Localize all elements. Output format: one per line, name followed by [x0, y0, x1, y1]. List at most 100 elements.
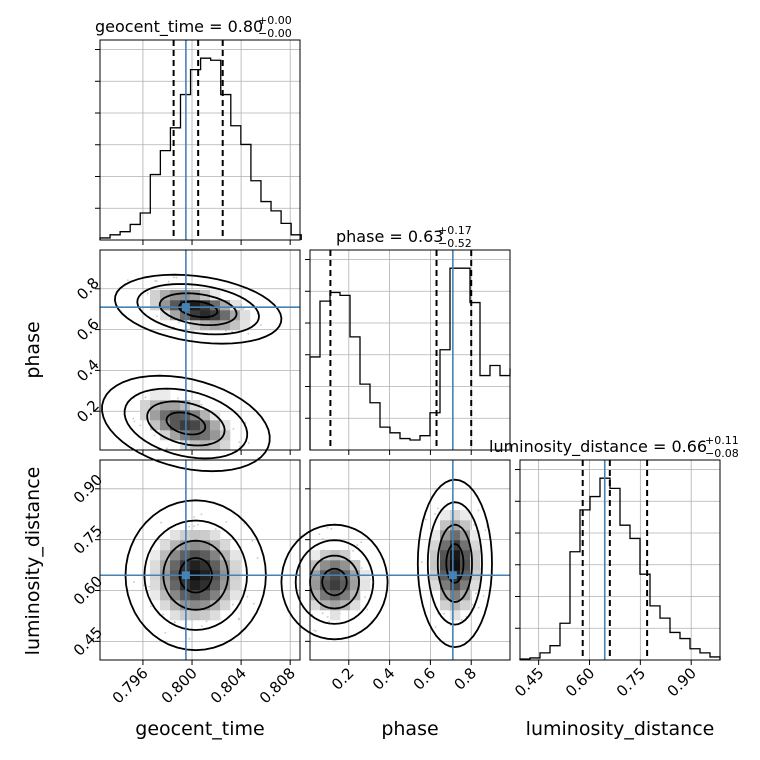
sample-point: [330, 527, 333, 530]
density-cell: [190, 320, 201, 331]
title-luminosity-distance-sup: +0.11: [705, 434, 739, 447]
contour-line: [294, 539, 375, 625]
y-tick-label: 0.2: [73, 396, 103, 426]
density-cell: [150, 420, 161, 431]
density-cell: [150, 550, 161, 561]
sample-point: [172, 276, 175, 279]
density-cell: [200, 530, 211, 541]
density-cell: [170, 530, 181, 541]
x-tick-label: 0.75: [613, 664, 649, 700]
sample-point: [146, 292, 149, 295]
truth-marker: [181, 303, 190, 312]
density-cell: [160, 400, 171, 411]
density-cell: [170, 540, 181, 551]
density-cell: [150, 590, 161, 601]
density-cell: [190, 290, 201, 301]
sample-point: [326, 526, 329, 529]
title-geocent-time-sub: −0.00: [258, 27, 292, 40]
density-cell: [440, 560, 451, 571]
contour-line: [436, 523, 473, 603]
title-phase-sub: −0.52: [438, 237, 472, 250]
xlabel-luminosity-distance: luminosity_distance: [526, 718, 715, 740]
density-cell: [220, 580, 231, 591]
density-cell: [310, 550, 321, 561]
density-cell: [450, 560, 461, 571]
x-tick-label: 0.60: [562, 664, 598, 700]
sample-point: [155, 280, 158, 283]
sample-point: [247, 332, 250, 335]
density-cell: [170, 410, 181, 421]
density-cell: [160, 550, 171, 561]
sample-point: [424, 518, 427, 521]
sample-point: [148, 585, 151, 588]
panel-frame: [99, 249, 301, 451]
density-cell: [440, 580, 451, 591]
sample-point: [315, 630, 317, 632]
density-cell: [150, 410, 161, 421]
density-cell: [160, 430, 171, 441]
density-cell: [210, 530, 221, 541]
sample-point: [253, 602, 255, 605]
density-cell: [160, 590, 171, 601]
density-cell: [230, 580, 241, 591]
density-cell: [150, 390, 161, 401]
density-cell: [340, 560, 351, 571]
contour-line: [146, 400, 226, 447]
panel-geocent-time-hist: [100, 40, 300, 240]
density-cell: [230, 300, 241, 311]
density-cell: [220, 440, 231, 451]
density-cell: [160, 420, 171, 431]
density-cell: [460, 580, 471, 591]
truth-marker: [181, 571, 190, 580]
density-cell: [350, 600, 361, 611]
title-phase: phase = 0.63: [336, 227, 443, 246]
density-cell: [160, 310, 171, 321]
density-cell: [310, 600, 321, 611]
histogram-geocent-time: [99, 57, 302, 240]
sample-point: [162, 613, 165, 616]
density-cell: [470, 540, 481, 551]
density-cell: [220, 420, 231, 431]
density-cell: [230, 590, 241, 601]
density-cell: [210, 560, 221, 571]
density-cell: [350, 580, 361, 591]
density-cell: [320, 600, 331, 611]
panel-frame: [519, 459, 721, 661]
density-cell: [450, 580, 461, 591]
x-tick-label: 0.808: [256, 664, 299, 707]
sample-point: [177, 397, 179, 400]
sample-point: [326, 615, 329, 618]
density-cell: [150, 300, 161, 311]
sample-point: [133, 420, 136, 423]
density-cell: [160, 290, 171, 301]
density-cell: [460, 520, 471, 531]
sample-point: [475, 592, 477, 595]
density-cell: [240, 310, 251, 321]
title-geocent-time: geocent_time = 0.80: [95, 17, 263, 37]
sample-point: [144, 396, 147, 399]
sample-point: [139, 424, 142, 427]
density-cell: [170, 550, 181, 561]
density-cell: [200, 560, 211, 571]
density-cell: [460, 530, 471, 541]
sample-point: [132, 417, 135, 420]
density-cell: [190, 560, 201, 571]
density-cell: [170, 600, 181, 611]
panel-frame: [309, 249, 511, 451]
density-cell: [220, 600, 231, 611]
density-cell: [320, 590, 331, 601]
density-cell: [460, 510, 471, 521]
density-cell: [160, 300, 171, 311]
density-cell: [140, 410, 151, 421]
x-tick-label: 0.800: [158, 664, 201, 707]
sample-point: [197, 523, 199, 526]
histogram-phase: [309, 267, 511, 450]
density-cell: [440, 530, 451, 541]
contour-line: [426, 501, 483, 626]
density-cell: [430, 580, 441, 591]
density-cell: [190, 610, 201, 621]
density-cell: [330, 610, 341, 621]
density-cell: [310, 590, 321, 601]
contour-line: [321, 567, 348, 597]
